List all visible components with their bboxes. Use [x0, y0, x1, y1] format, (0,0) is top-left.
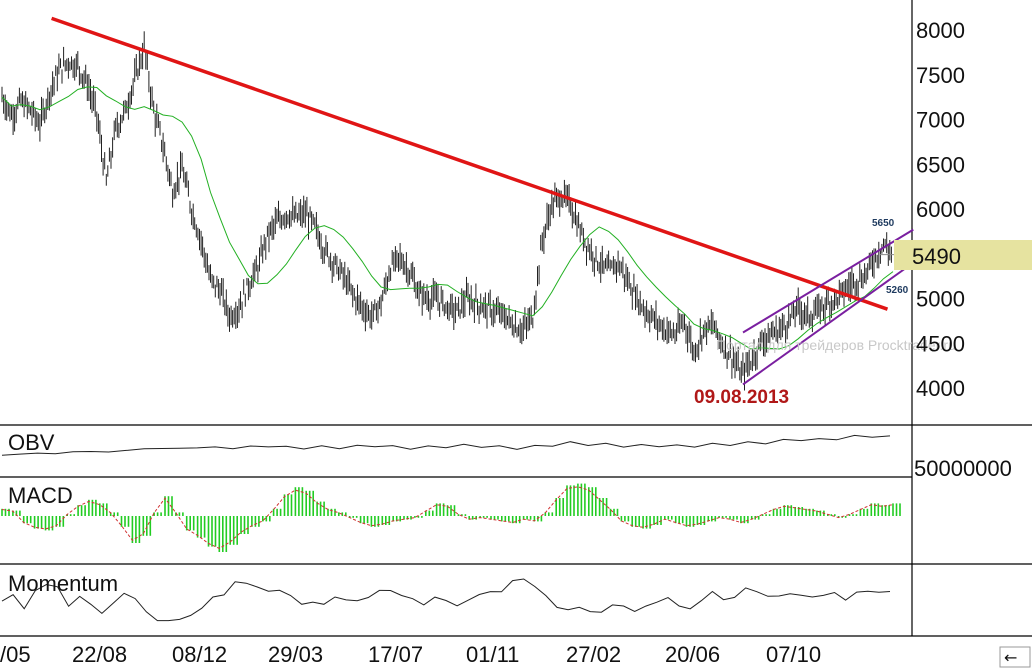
obv-line — [1, 434, 891, 456]
y-tick-label: 6500 — [916, 152, 965, 177]
price-panel — [0, 0, 1032, 637]
y-tick-label: 7500 — [916, 63, 965, 88]
obv-title: OBV — [8, 430, 55, 455]
x-tick-label: 29/03 — [268, 642, 323, 667]
resistance-trendline — [51, 16, 889, 311]
y-tick-label: 5000 — [916, 287, 965, 312]
x-tick-label: 22/08 — [72, 642, 127, 667]
y-tick-label: 6000 — [916, 197, 965, 222]
x-tick-label: 07/10 — [766, 642, 821, 667]
y-tick-label: 4500 — [916, 331, 965, 356]
price-bars — [1, 31, 892, 391]
current-price-highlight — [894, 240, 1032, 270]
macd-signal-line — [1, 486, 894, 549]
date-annotation: 09.08.2013 — [694, 387, 789, 408]
macd-panel — [1, 483, 901, 552]
low-annotation: 5260 — [886, 285, 909, 296]
momentum-line — [1, 578, 891, 622]
momentum-title: Momentum — [8, 571, 118, 596]
channel-lower-line — [742, 261, 914, 386]
current-price-label: 5490 — [912, 244, 961, 269]
x-tick-label: 20/06 — [665, 642, 720, 667]
obv-panel — [1, 434, 891, 456]
macd-title: MACD — [8, 483, 73, 508]
scroll-left-button[interactable] — [999, 646, 1031, 668]
x-tick-label: 01/11 — [466, 642, 519, 667]
obv-tick-label: 50000000 — [914, 456, 1012, 481]
moving-average-line — [1, 86, 894, 350]
x-tick-label: 27/02 — [566, 642, 621, 667]
x-tick-label: /05 — [0, 642, 31, 667]
y-axis: 4000 4500 5000 6000 6500 7000 7500 8000 — [916, 18, 965, 401]
x-tick-label: 17/07 — [368, 642, 423, 667]
channel-upper-line — [742, 228, 914, 334]
watermark: Портал для трейдеров Procktrader.ru — [716, 337, 956, 353]
y-tick-label: 4000 — [916, 376, 965, 401]
scroll-left-arrow-icon: ← — [1004, 648, 1017, 667]
x-tick-label: 08/12 — [172, 642, 227, 667]
y-tick-label: 8000 — [916, 18, 965, 43]
y-tick-label: 7000 — [916, 108, 965, 133]
high-annotation: 5650 — [872, 218, 895, 229]
momentum-panel — [1, 578, 891, 622]
x-axis: /05 22/08 08/12 29/03 17/07 01/11 27/02 20/06 07… — [0, 642, 821, 667]
